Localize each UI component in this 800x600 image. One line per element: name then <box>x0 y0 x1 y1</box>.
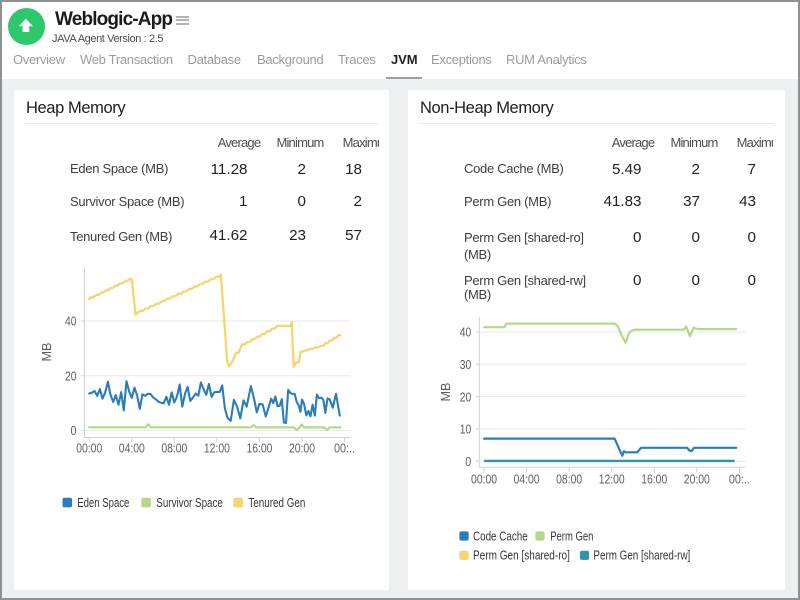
svg-text:08:00: 08:00 <box>161 441 187 456</box>
svg-text:Eden Space: Eden Space <box>77 495 129 510</box>
svg-text:MB: MB <box>438 382 453 401</box>
svg-text:40: 40 <box>65 314 77 329</box>
svg-text:Perm Gen [shared-rw]: Perm Gen [shared-rw] <box>593 548 690 563</box>
svg-text:20:00: 20:00 <box>289 441 315 456</box>
svg-text:40: 40 <box>460 325 472 340</box>
svg-text:16:00: 16:00 <box>641 472 667 487</box>
svg-text:12:00: 12:00 <box>599 472 625 487</box>
svg-text:0: 0 <box>71 423 77 438</box>
svg-text:12:00: 12:00 <box>204 441 230 456</box>
svg-text:00:00: 00:00 <box>471 472 497 487</box>
svg-text:MB: MB <box>39 342 54 361</box>
svg-text:Perm Gen: Perm Gen <box>550 528 593 543</box>
svg-text:08:00: 08:00 <box>556 472 582 487</box>
svg-text:04:00: 04:00 <box>119 441 145 456</box>
svg-text:00:..: 00:.. <box>334 441 355 456</box>
svg-text:00:00: 00:00 <box>76 441 102 456</box>
svg-text:Code Cache: Code Cache <box>473 528 528 543</box>
svg-text:00:..: 00:.. <box>729 472 750 487</box>
svg-text:20: 20 <box>460 389 472 404</box>
svg-text:Survivor Space: Survivor Space <box>156 495 223 510</box>
svg-text:Perm Gen [shared-ro]: Perm Gen [shared-ro] <box>473 548 570 563</box>
svg-text:Tenured Gen: Tenured Gen <box>248 495 305 510</box>
svg-text:04:00: 04:00 <box>514 472 540 487</box>
svg-text:0: 0 <box>465 454 471 469</box>
svg-text:30: 30 <box>460 357 472 372</box>
svg-text:20:00: 20:00 <box>684 472 710 487</box>
svg-text:16:00: 16:00 <box>246 441 272 456</box>
svg-text:10: 10 <box>460 422 472 437</box>
svg-text:20: 20 <box>65 368 77 383</box>
